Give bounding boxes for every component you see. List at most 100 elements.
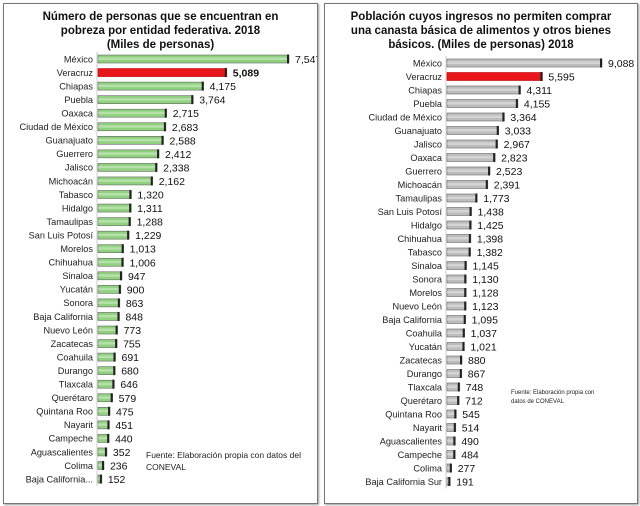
value-label: 755: [123, 339, 141, 351]
bar-highlight: [98, 369, 116, 372]
bar-end-cap: [515, 99, 518, 108]
bar-end-cap: [468, 247, 471, 257]
category-label: Ciudad de México: [19, 122, 93, 132]
value-label: 867: [468, 369, 486, 381]
value-label: 947: [128, 271, 146, 283]
value-label: 475: [116, 406, 134, 418]
bar-end-cap: [115, 339, 118, 349]
bar-end-cap: [287, 54, 289, 64]
bar-highlight: [98, 436, 110, 440]
bar-end-cap: [488, 166, 491, 176]
bar-end-cap: [457, 382, 460, 392]
category-label: Querétaro: [401, 396, 442, 406]
category-label: Nayarit: [64, 420, 94, 430]
value-label: 545: [462, 409, 480, 421]
bar-end-cap: [464, 301, 467, 311]
category-label: Guerrero: [405, 166, 442, 176]
bar-highlight: [447, 358, 463, 361]
category-label: Nuevo León: [43, 325, 93, 335]
bar-end-cap: [518, 85, 521, 95]
chart-title: Población cuyos ingresos no permiten com…: [337, 10, 625, 52]
category-label: San Luis Potosí: [29, 230, 94, 240]
value-label: 1,438: [478, 207, 504, 219]
bar-highlight: [447, 196, 478, 199]
value-label: 1,382: [477, 247, 503, 259]
category-label: Oaxaca: [410, 153, 443, 163]
bar: [446, 72, 543, 81]
value-label: 1,128: [472, 288, 498, 300]
bar-end-cap: [460, 355, 463, 365]
bar-chart: México 7,547 Veracruz 5,089 Chiapas 4,175 Pueb…: [19, 52, 317, 487]
value-label: 1,006: [129, 257, 155, 269]
value-label: 1,773: [483, 193, 509, 205]
chart-panel-food-basket: Población cuyos ingresos no permiten com…: [324, 3, 638, 504]
value-label: 848: [125, 311, 143, 323]
bar-highlight: [447, 156, 496, 159]
value-label: 4,155: [524, 99, 550, 111]
bar-end-cap: [104, 447, 107, 457]
value-label: 1,320: [137, 190, 163, 202]
value-label: 1,229: [135, 230, 161, 242]
bar-highlight: [98, 220, 131, 223]
bar-highlight: [447, 88, 521, 91]
bar: [97, 217, 131, 226]
value-label: 680: [121, 366, 139, 378]
category-label: Tabasco: [59, 190, 93, 200]
bar-end-cap: [600, 58, 602, 68]
value-label: 1,095: [472, 315, 498, 327]
value-label: 1,425: [477, 220, 503, 232]
bar-end-cap: [107, 420, 110, 430]
bar-highlight: [98, 84, 204, 88]
bar-end-cap: [495, 139, 498, 149]
bar-highlight: [447, 169, 491, 172]
category-label: Baja California Sur: [365, 477, 442, 487]
bar-end-cap: [107, 433, 110, 443]
category-label: Zacatecas: [400, 355, 443, 365]
bar-highlight: [98, 179, 153, 182]
bar-end-cap: [157, 149, 160, 159]
value-label: 691: [121, 352, 139, 364]
bar-highlight: [98, 233, 130, 237]
bar-highlight: [98, 111, 167, 115]
category-label: Hidalgo: [411, 220, 442, 230]
chart-title-line: (Miles de personas): [106, 39, 215, 51]
bar-end-cap: [469, 207, 472, 216]
value-label: 9,088: [608, 58, 634, 70]
value-label: 1,130: [472, 274, 498, 286]
bar-end-cap: [496, 126, 499, 135]
source-note: Fuente: Elaboración propia con datos de …: [511, 390, 595, 405]
bar-highlight: [447, 399, 460, 402]
bar-highlight: [447, 61, 602, 64]
bar-highlight: [98, 342, 118, 345]
bar-highlight: [447, 466, 452, 469]
category-label: Jalisco: [414, 139, 442, 149]
bar: [446, 450, 456, 459]
value-label: 748: [466, 382, 484, 394]
value-label: 579: [119, 393, 137, 405]
bar-highlight: [98, 206, 132, 210]
category-label: Aguascalientes: [31, 447, 94, 457]
category-label: Morelos: [409, 288, 442, 298]
bar-end-cap: [150, 176, 153, 186]
category-label: Veracruz: [406, 72, 443, 82]
bar-end-cap: [112, 379, 115, 389]
bar-end-cap: [540, 72, 543, 81]
bar: [446, 207, 472, 216]
value-label: 3,364: [510, 112, 536, 124]
bar: [446, 112, 505, 122]
value-label: 863: [126, 298, 144, 310]
bar-end-cap: [117, 311, 120, 321]
bar-end-cap: [121, 244, 124, 254]
value-label: 2,338: [163, 162, 189, 174]
category-label: Tamaulipas: [396, 193, 443, 203]
source-note: Fuente: Elaboración propia con datos del…: [146, 450, 301, 472]
bar-highlight: [447, 372, 462, 375]
category-label: Coahuila: [406, 328, 443, 338]
bar-end-cap: [119, 271, 122, 281]
bar: [446, 396, 460, 405]
value-label: 1,013: [130, 244, 156, 256]
value-label: 1,123: [472, 301, 498, 313]
bar-highlight: [447, 412, 457, 415]
bar-end-cap: [448, 477, 451, 486]
bar-highlight: [98, 98, 194, 101]
